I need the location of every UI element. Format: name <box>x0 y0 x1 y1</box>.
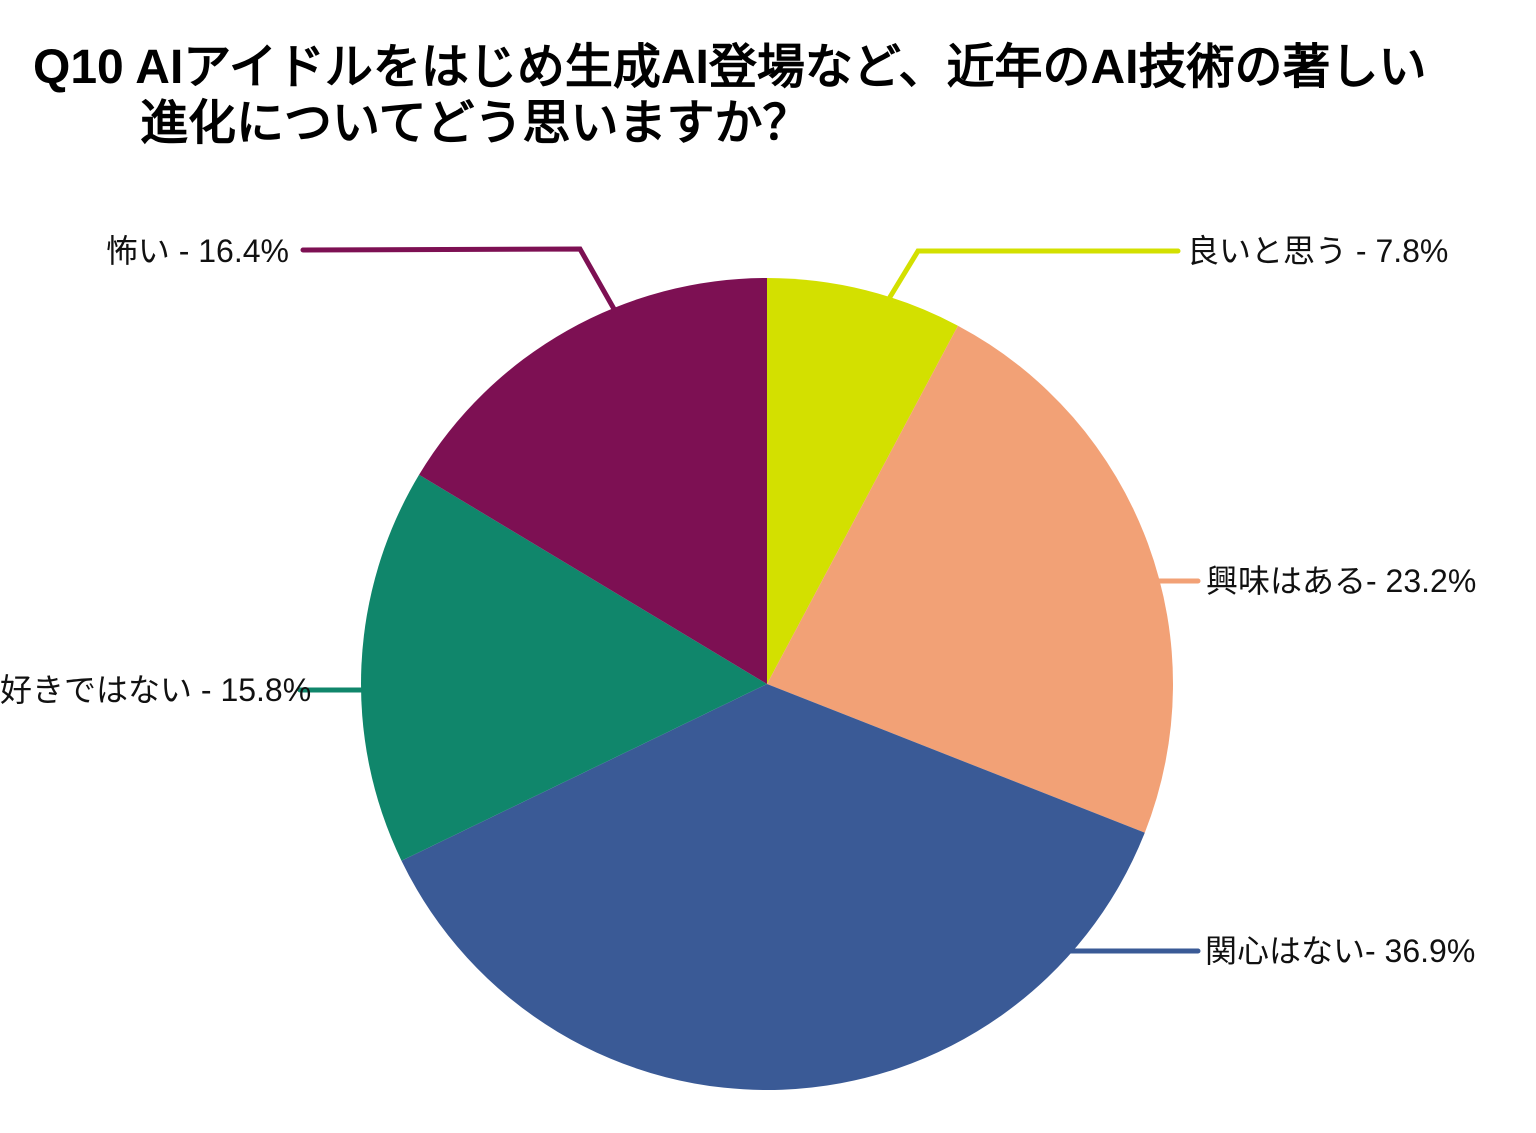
leader-line-0 <box>887 248 1181 300</box>
pie-slice-4 <box>419 278 767 684</box>
slice-label-good: 良いと思う - 7.8% <box>1187 233 1449 269</box>
slice-label-interested: 興味はある- 23.2% <box>1206 563 1477 599</box>
pie-slice-3 <box>360 474 767 861</box>
slice-label-dislike: 好きではない - 15.8% <box>0 672 312 708</box>
leader-line-4 <box>300 246 617 312</box>
pie-slice-2 <box>401 684 1145 1091</box>
slice-label-no-interest: 関心はない- 36.9% <box>1205 933 1476 969</box>
pie-slice-0 <box>767 278 958 684</box>
pie-slice-1 <box>767 325 1173 833</box>
chart-title: Q10 AIアイドルをはじめ生成AI登場など、近年のAI技術の著しい 進化につい… <box>33 40 1426 152</box>
chart-title-line1: Q10 AIアイドルをはじめ生成AI登場など、近年のAI技術の著しい <box>33 41 1427 94</box>
chart-title-line2: 進化についてどう思いますか？ <box>140 97 811 150</box>
slice-label-scary: 怖い - 16.4% <box>105 233 289 269</box>
